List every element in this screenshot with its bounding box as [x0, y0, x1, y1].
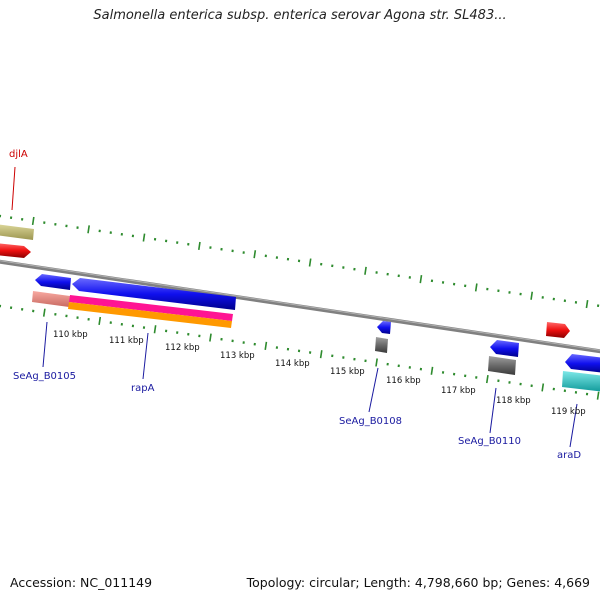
kbp-label: 116 kbp — [386, 376, 421, 386]
kbp-label: 119 kbp — [551, 407, 586, 417]
kbp-label: 115 kbp — [330, 367, 365, 377]
gene-label-seag-b0108: SeAg_B0108 — [339, 416, 402, 427]
cyan-feature — [562, 371, 600, 392]
gene-label-djlA: djlA — [9, 149, 28, 160]
blue-cds-araD — [565, 354, 600, 373]
major-tick — [541, 383, 545, 392]
blue-cds-rapA — [72, 278, 236, 310]
major-tick — [485, 375, 489, 384]
salmon-feature — [32, 291, 70, 307]
major-tick — [153, 325, 157, 334]
accession-text: Accession: NC_011149 — [10, 575, 153, 590]
major-tick — [375, 358, 378, 367]
major-tick — [474, 283, 478, 292]
kbp-label: 111 kbp — [109, 336, 144, 346]
map-title: Salmonella enterica subsp. enterica sero… — [93, 8, 507, 23]
gray-feature-b0108 — [375, 337, 388, 353]
major-tick — [42, 308, 46, 317]
gene-label-araD: araD — [557, 450, 581, 461]
major-tick — [430, 366, 434, 375]
major-tick — [253, 250, 257, 259]
lower-tick-track — [0, 304, 600, 400]
upper-tick-track — [0, 214, 600, 309]
major-tick — [419, 275, 423, 284]
major-tick — [209, 333, 212, 342]
genome-backbone — [0, 259, 600, 354]
orange-feature — [68, 302, 232, 328]
major-tick — [596, 391, 600, 400]
seag-b0105-connector — [42, 321, 48, 368]
gene-label-rapA: rapA — [131, 383, 155, 394]
djlA-connector — [11, 166, 16, 211]
magenta-feature — [69, 295, 233, 321]
kbp-label: 118 kbp — [496, 396, 531, 406]
major-tick — [197, 241, 201, 250]
araD-connector — [569, 403, 578, 448]
major-tick — [142, 233, 146, 242]
blue-cds-b0110 — [490, 340, 519, 357]
major-tick — [31, 216, 35, 226]
major-tick — [264, 341, 268, 350]
seag-b0108-connector — [368, 367, 379, 413]
gene-label-seag-b0110: SeAg_B0110 — [458, 436, 521, 447]
genome-summary-text: Topology: circular; Length: 4,798,660 bp… — [246, 575, 590, 590]
gray-feature-b0110 — [488, 356, 516, 375]
kbp-label: 112 kbp — [165, 343, 200, 353]
kbp-label: 114 kbp — [275, 359, 310, 369]
major-tick — [364, 266, 367, 275]
kbp-label: 110 kbp — [53, 330, 88, 340]
khaki-feature — [0, 224, 34, 240]
rapA-connector — [142, 332, 149, 380]
red-reverse-cds — [0, 243, 31, 258]
blue-cds-b0108 — [377, 321, 391, 334]
major-tick — [319, 350, 323, 359]
seag-b0110-connector — [489, 387, 497, 434]
kbp-label: 117 kbp — [441, 386, 476, 396]
major-tick — [87, 225, 90, 234]
red-reverse-cds-right — [546, 322, 570, 338]
major-tick — [308, 258, 312, 267]
major-tick — [585, 299, 589, 309]
gene-label-seag-b0105: SeAg_B0105 — [13, 371, 76, 382]
major-tick — [98, 316, 102, 326]
major-tick — [530, 291, 534, 300]
blue-cds-b0105 — [35, 274, 71, 290]
kbp-label: 113 kbp — [220, 351, 255, 361]
